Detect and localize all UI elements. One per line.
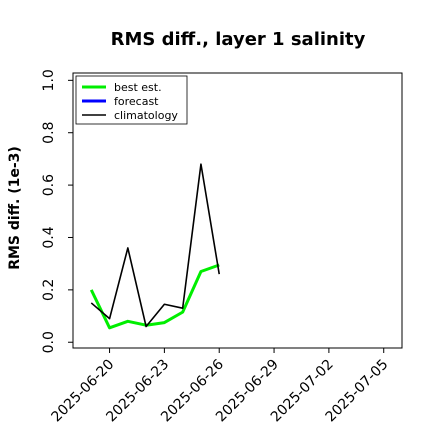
legend: best est. forecast climatology <box>75 75 188 125</box>
y-tick-label: 0.4 <box>41 226 57 248</box>
y-axis-label: RMS diff. (1e-3) <box>7 146 23 270</box>
y-tick-label: 0.8 <box>41 122 57 144</box>
series-layer <box>89 163 221 330</box>
y-tick-label: 0.6 <box>41 174 57 196</box>
x-ticks: 2025-06-202025-06-232025-06-262025-06-29… <box>49 348 392 425</box>
series-line-climatology <box>90 163 221 328</box>
y-tick-label: 1.0 <box>41 69 57 91</box>
legend-label-best-est: best est. <box>114 81 162 94</box>
chart-title: RMS diff., layer 1 salinity <box>111 29 366 50</box>
legend-label-climatology: climatology <box>114 109 178 122</box>
y-tick-label: 0.0 <box>41 331 57 353</box>
y-tick-label: 0.2 <box>41 279 57 301</box>
y-ticks: 0.0 0.2 0.4 0.6 0.8 1.0 <box>41 69 73 353</box>
legend-label-forecast: forecast <box>114 95 159 108</box>
plot-frame <box>72 72 403 349</box>
series-line-best-est <box>89 263 220 330</box>
